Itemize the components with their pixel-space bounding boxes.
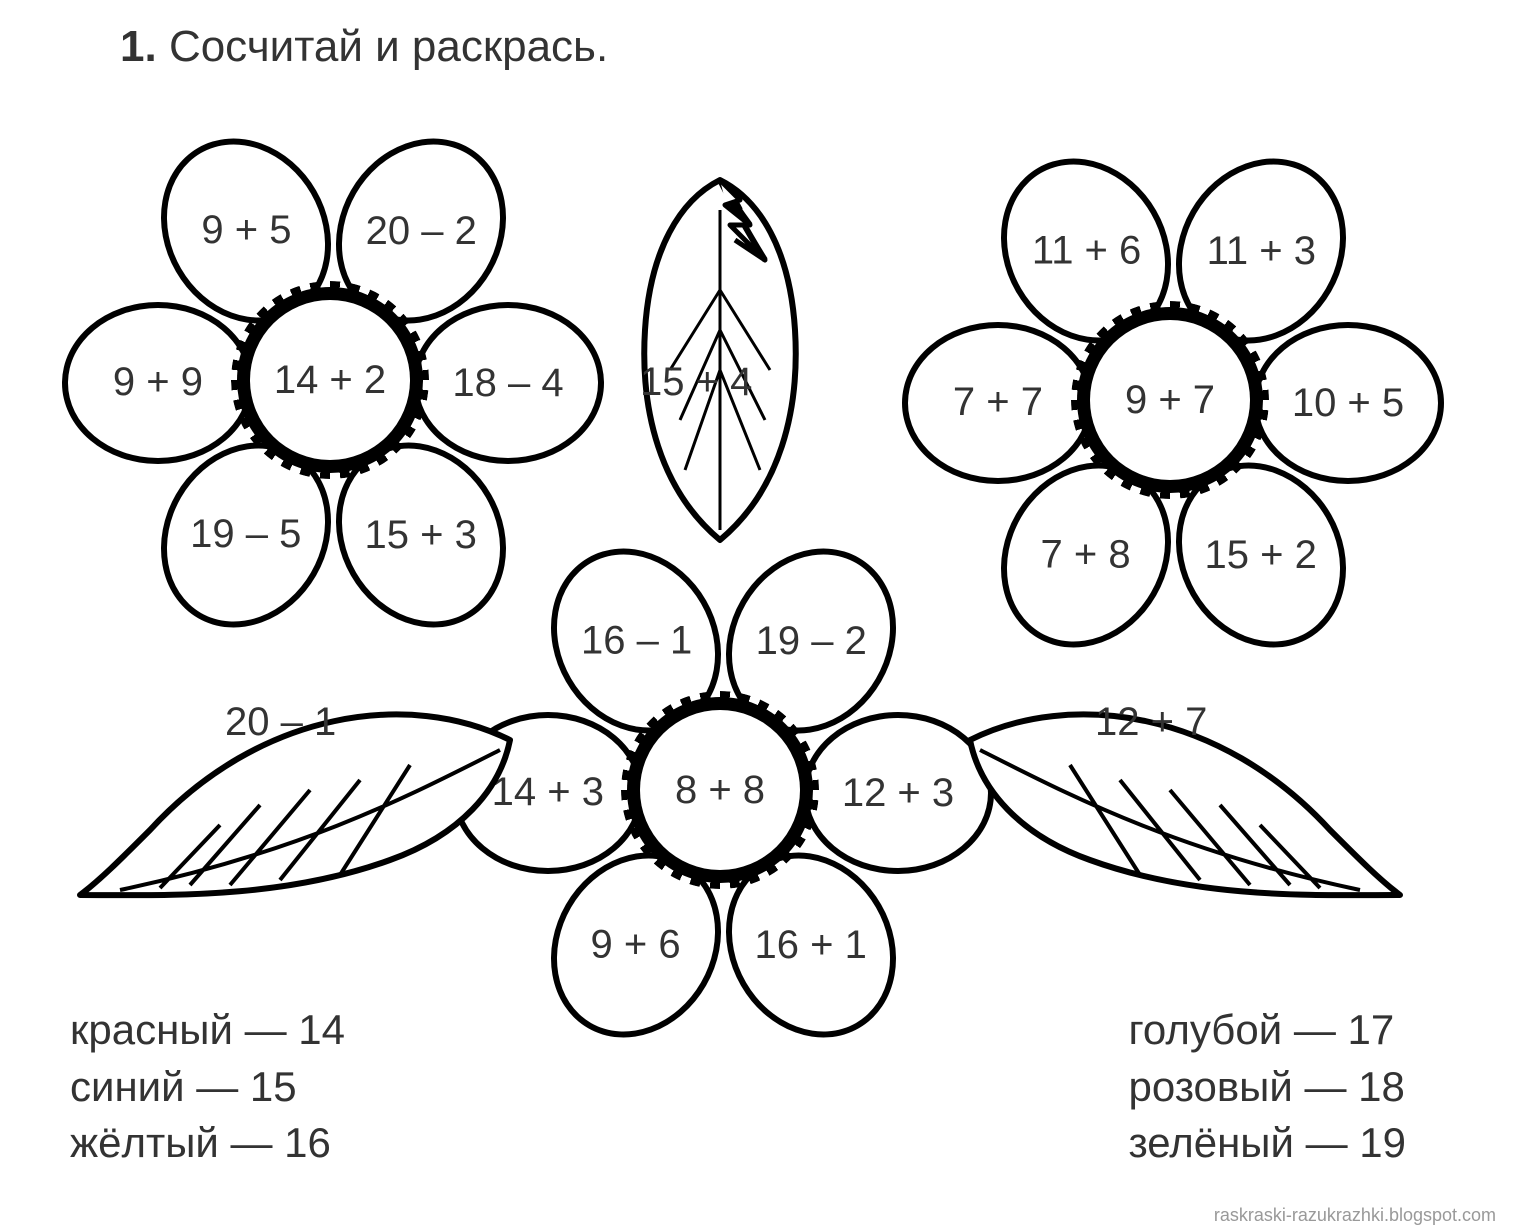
petal: 18 – 4 xyxy=(412,302,604,464)
leaf-left-label: 20 – 1 xyxy=(225,700,336,745)
title-text: Сосчитай и раскрась. xyxy=(169,22,608,71)
petal-label: 9 + 6 xyxy=(590,922,680,967)
petal-label: 16 – 1 xyxy=(580,619,691,664)
leaf-right xyxy=(960,650,1420,930)
worksheet-page: 1. Сосчитай и раскрась. 15 + 4 20 – 1 12… xyxy=(0,0,1536,1232)
petal-label: 15 + 3 xyxy=(364,512,476,557)
flower-center: 8 + 8 xyxy=(640,710,800,870)
petal-label: 9 + 5 xyxy=(200,209,290,254)
petal-label: 7 + 8 xyxy=(1040,532,1130,577)
page-title: 1. Сосчитай и раскрась. xyxy=(120,22,608,72)
legend-item: жёлтый — 16 xyxy=(70,1115,345,1172)
legend-item: красный — 14 xyxy=(70,1002,345,1059)
legend-right: голубой — 17 розовый — 18 зелёный — 19 xyxy=(1128,1002,1406,1172)
legend-left: красный — 14 синий — 15 жёлтый — 16 xyxy=(70,1002,345,1172)
petal-label: 16 + 1 xyxy=(754,922,866,967)
petal-label: 18 – 4 xyxy=(452,361,563,406)
petal: 7 + 7 xyxy=(902,322,1094,484)
legend-item: голубой — 17 xyxy=(1128,1002,1406,1059)
petal: 9 + 9 xyxy=(62,302,254,464)
petal-label: 20 – 2 xyxy=(365,209,476,254)
leaf-top-label: 15 + 4 xyxy=(640,360,752,405)
petal-label: 19 – 5 xyxy=(190,512,301,557)
petal-label: 11 + 6 xyxy=(1031,229,1140,274)
petal-label: 19 – 2 xyxy=(755,619,866,664)
leaf-left xyxy=(60,650,520,930)
leaf-right-label: 12 + 7 xyxy=(1095,700,1207,745)
petal-label: 10 + 5 xyxy=(1292,381,1404,426)
petal: 10 + 5 xyxy=(1252,322,1444,484)
petal-label: 12 + 3 xyxy=(842,771,954,816)
legend-item: зелёный — 19 xyxy=(1128,1115,1406,1172)
legend-item: синий — 15 xyxy=(70,1059,345,1116)
flower-center: 9 + 7 xyxy=(1090,320,1250,480)
petal-label: 15 + 2 xyxy=(1204,532,1316,577)
legend-item: розовый — 18 xyxy=(1128,1059,1406,1116)
petal-label: 7 + 7 xyxy=(953,381,1043,426)
title-number: 1. xyxy=(120,22,157,71)
petal-label: 11 + 3 xyxy=(1206,229,1315,274)
petal-label: 9 + 9 xyxy=(113,361,203,406)
credit-text: raskraski-razukrazhki.blogspot.com xyxy=(1214,1205,1496,1226)
flower-center: 14 + 2 xyxy=(250,300,410,460)
